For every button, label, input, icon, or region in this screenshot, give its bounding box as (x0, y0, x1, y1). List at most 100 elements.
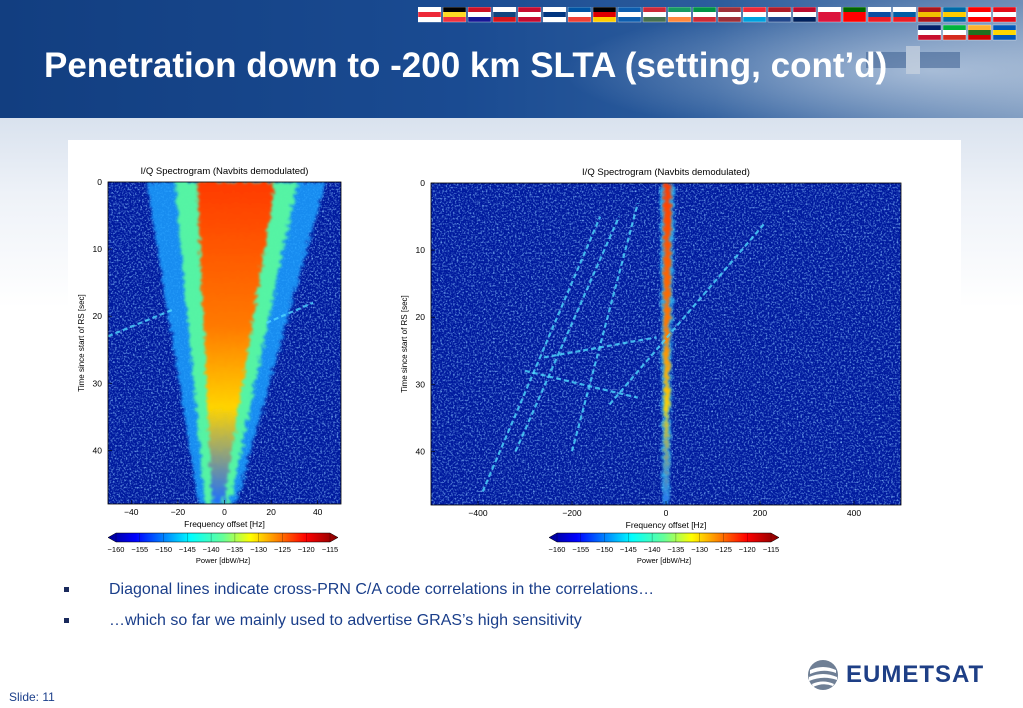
bullet-text: …which so far we mainly used to advertis… (109, 612, 582, 629)
colorbar-tick-label: −115 (763, 545, 779, 554)
cross-correlation-line (266, 301, 314, 324)
bullet-marker (64, 618, 69, 623)
flag-icon (867, 7, 892, 23)
flag-icon (492, 7, 517, 23)
flag-icon (642, 7, 667, 23)
y-tick-label: 20 (416, 312, 426, 322)
heatmap-area (108, 182, 341, 504)
x-tick-label: 0 (222, 507, 227, 517)
globe-icon (808, 660, 838, 690)
colorbar-tick-label: −115 (322, 545, 338, 554)
cross-correlation-line (514, 216, 621, 452)
flag-icon (467, 7, 492, 23)
flag-icon (942, 7, 967, 23)
spectrogram-panel: I/Q Spectrogram (Navbits demodulated) −40… (77, 166, 342, 565)
flag-icon (567, 7, 592, 23)
colorbar-tick-label: −160 (549, 545, 566, 554)
flag-icon (817, 7, 842, 23)
colorbar-tick-label: −125 (274, 545, 291, 554)
colorbar-tick-label: −155 (572, 545, 589, 554)
y-tick-label: 30 (416, 379, 426, 389)
bullet-marker (64, 587, 69, 592)
y-tick-label: 20 (93, 311, 103, 321)
colorbar-tick-label: −145 (179, 545, 196, 554)
flag-icon (542, 7, 567, 23)
y-tick-label: 30 (93, 378, 103, 388)
flag-icon (442, 7, 467, 23)
colorbar-tick-label: −140 (203, 545, 220, 554)
x-tick-label: −400 (468, 508, 487, 518)
cross-correlation-line (108, 308, 174, 338)
colorbar-tick-label: −145 (620, 545, 637, 554)
flag-icon (892, 7, 917, 23)
x-axis-label: Frequency offset [Hz] (626, 520, 707, 530)
flag-icon (917, 7, 942, 23)
y-tick-label: 0 (97, 177, 102, 187)
x-tick-label: −200 (562, 508, 581, 518)
cross-correlation-line (570, 202, 639, 452)
x-tick-label: 40 (313, 507, 323, 517)
flag-icon (792, 7, 817, 23)
flag-icon (992, 7, 1017, 23)
flag-icon (717, 7, 742, 23)
y-tick-label: 0 (420, 178, 425, 188)
flag-icon (592, 7, 617, 23)
y-axis-label: Time since start of RS [sec] (77, 294, 86, 392)
colorbar-bar (548, 532, 780, 543)
y-tick-label: 10 (93, 244, 103, 254)
colorbar-label: Power [dbW/Hz] (637, 556, 691, 565)
x-axis-label: Frequency offset [Hz] (184, 519, 265, 529)
colorbar-tick-label: −150 (596, 545, 613, 554)
flag-icon (967, 24, 992, 41)
x-tick-label: 200 (753, 508, 767, 518)
colorbar-bar (107, 532, 339, 543)
chart-title: I/Q Spectrogram (Navbits demodulated) (141, 166, 309, 177)
colorbar-tick-label: −160 (108, 545, 125, 554)
signal-line-core (663, 183, 672, 505)
flag-icon (617, 7, 642, 23)
eumetsat-logo: EUMETSAT (806, 658, 986, 692)
flag-icon (418, 7, 442, 23)
colorbar-tick-label: −120 (739, 545, 756, 554)
cross-correlation-line (524, 369, 639, 399)
flag-icon (742, 7, 767, 23)
slide-number: Slide: 11 (9, 690, 55, 704)
spectrogram-figure: I/Q Spectrogram (Navbits demodulated) −40… (68, 140, 961, 565)
eu-member-flags (418, 7, 1018, 41)
flag-icon (692, 7, 717, 23)
y-tick-label: 10 (416, 245, 426, 255)
colorbar-tick-label: −125 (715, 545, 732, 554)
flag-icon (967, 7, 992, 23)
x-tick-label: −40 (124, 507, 139, 517)
heatmap-area (431, 183, 901, 505)
chart-title: I/Q Spectrogram (Navbits demodulated) (582, 167, 750, 178)
cross-correlation-line (543, 336, 657, 359)
x-tick-label: 0 (664, 508, 669, 518)
spectrogram-panel: I/Q Spectrogram (Navbits demodulated) −40… (400, 167, 902, 565)
colorbar-tick-label: −130 (250, 545, 267, 554)
colorbar-tick-label: −135 (667, 545, 684, 554)
flag-icon (917, 24, 942, 41)
y-axis-label: Time since start of RS [sec] (400, 295, 409, 393)
flag-icon (667, 7, 692, 23)
y-tick-label: 40 (416, 446, 426, 456)
flag-icon (767, 7, 792, 23)
x-tick-label: 20 (266, 507, 276, 517)
colorbar-label: Power [dbW/Hz] (196, 556, 250, 565)
satellite-graphic (866, 46, 960, 74)
colorbar: −160 −155 −150 −145 −140 −135 −130 −125 −120 −115… (548, 532, 780, 565)
cross-correlation-line (481, 216, 602, 493)
y-tick-label: 40 (93, 445, 103, 455)
flag-icon (517, 7, 542, 23)
flag-icon (942, 24, 967, 41)
slide-title: Penetration down to -200 km SLTA (settin… (44, 46, 888, 85)
colorbar-tick-label: −150 (155, 545, 172, 554)
logo-wordmark: EUMETSAT (846, 661, 985, 688)
signal-cone-core (197, 182, 276, 504)
x-tick-label: 400 (847, 508, 861, 518)
colorbar-tick-label: −135 (226, 545, 243, 554)
colorbar: −160 −155 −150 −145 −140 −135 −130 −125 −120 −115… (107, 532, 339, 565)
flag-icon (842, 7, 867, 23)
bullet-text: Diagonal lines indicate cross-PRN C/A co… (109, 581, 655, 598)
colorbar-tick-label: −120 (298, 545, 315, 554)
